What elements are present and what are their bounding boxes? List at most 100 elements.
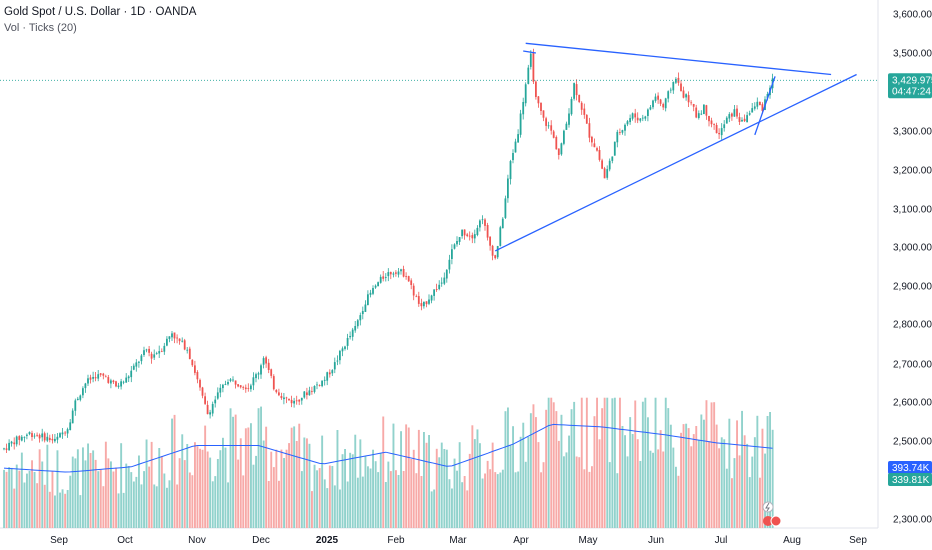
symbol-title[interactable]: Gold Spot / U.S. Dollar · 1D · OANDA bbox=[4, 6, 197, 18]
volume-bar bbox=[186, 444, 189, 528]
candle-body bbox=[448, 259, 451, 270]
volume-bar bbox=[5, 471, 8, 528]
volume-bar bbox=[107, 458, 110, 528]
volume-bar bbox=[346, 481, 349, 528]
candle-body bbox=[423, 301, 425, 307]
volume-bar bbox=[300, 471, 303, 528]
volume-bar bbox=[140, 484, 143, 528]
volume-ma-line bbox=[3, 423, 773, 473]
us-flag-event-icon-2 bbox=[770, 515, 782, 527]
candle-body bbox=[61, 432, 64, 435]
candle-body bbox=[619, 132, 621, 133]
volume-bar bbox=[270, 451, 273, 528]
last-price-value: 3,429.975 bbox=[892, 75, 932, 86]
candle-body bbox=[181, 340, 184, 342]
candle-body bbox=[692, 104, 695, 107]
candle-body bbox=[178, 338, 181, 342]
volume-bar bbox=[120, 443, 123, 528]
volume-bar bbox=[102, 486, 105, 528]
volume-bar bbox=[471, 425, 474, 528]
volume-bar bbox=[209, 457, 212, 528]
time-tick-label: Feb bbox=[387, 535, 405, 546]
volume-bar bbox=[657, 449, 660, 528]
volume-bar bbox=[542, 462, 545, 528]
volume-bar bbox=[104, 441, 107, 528]
volume-bar bbox=[535, 417, 537, 528]
candle-body bbox=[547, 125, 550, 127]
volume-bar bbox=[171, 418, 173, 528]
volume-bar bbox=[153, 484, 156, 528]
volume-bar bbox=[173, 414, 176, 528]
candle-body bbox=[659, 99, 662, 104]
volume-bar bbox=[79, 495, 82, 528]
candle-body bbox=[529, 53, 532, 67]
volume-bar bbox=[659, 430, 662, 528]
volume-bar bbox=[247, 427, 250, 528]
time-tick-label: Oct bbox=[117, 535, 133, 546]
candle-body bbox=[15, 436, 18, 445]
candle-body bbox=[387, 272, 390, 277]
volume-bar bbox=[667, 408, 670, 528]
volume-bar bbox=[125, 463, 128, 528]
volume-bars bbox=[3, 397, 774, 528]
candle-body bbox=[585, 115, 588, 124]
volume-bar bbox=[168, 480, 171, 528]
candle-body bbox=[425, 301, 428, 305]
volume-bar bbox=[425, 442, 428, 528]
candle-body bbox=[578, 94, 581, 102]
candle-body bbox=[104, 376, 107, 378]
volume-bar bbox=[736, 420, 738, 528]
volume-bar bbox=[46, 444, 49, 528]
volume-bar bbox=[560, 414, 563, 528]
volume-bar bbox=[354, 434, 357, 528]
candle-body bbox=[517, 134, 519, 143]
volume-bar bbox=[308, 443, 311, 528]
volume-bar bbox=[321, 435, 324, 528]
candle-body bbox=[130, 370, 133, 378]
volume-bar bbox=[634, 400, 637, 528]
candle-body bbox=[28, 432, 31, 435]
volume-bar bbox=[448, 479, 451, 528]
candle-body bbox=[143, 350, 145, 355]
volume-bar bbox=[713, 402, 716, 528]
volume-bar bbox=[759, 477, 761, 528]
candle-body bbox=[206, 404, 209, 415]
volume-bar bbox=[377, 472, 380, 528]
volume-bar bbox=[443, 449, 446, 528]
lower-trendline bbox=[494, 73, 857, 252]
candle-body bbox=[397, 271, 400, 275]
last-price-badge bbox=[888, 73, 932, 99]
candle-body bbox=[428, 299, 430, 304]
volume-bar bbox=[356, 477, 359, 528]
volume-bar bbox=[280, 449, 283, 528]
volume-indicator-label[interactable]: Vol · Ticks (20) bbox=[4, 22, 77, 34]
volume-bar bbox=[69, 475, 72, 528]
candle-body bbox=[565, 123, 568, 130]
volume-bar bbox=[13, 488, 16, 528]
candle-body bbox=[723, 124, 726, 129]
candle-body bbox=[675, 78, 677, 83]
volume-bar bbox=[423, 432, 425, 528]
candle-body bbox=[153, 354, 156, 358]
volume-bar bbox=[598, 439, 601, 528]
candle-body bbox=[720, 128, 723, 136]
candle-body bbox=[280, 396, 283, 399]
volume-bar bbox=[99, 469, 102, 528]
candle-body bbox=[54, 438, 56, 442]
candle-body bbox=[356, 320, 359, 327]
candle-body bbox=[456, 241, 458, 245]
volume-bar bbox=[410, 459, 413, 528]
candle-body bbox=[512, 153, 514, 161]
candle-body bbox=[756, 101, 759, 107]
volume-bar bbox=[517, 471, 520, 528]
candle-body bbox=[262, 358, 265, 365]
candle-body bbox=[703, 104, 705, 114]
candle-body bbox=[733, 109, 736, 117]
volume-bar bbox=[458, 442, 461, 528]
volume-bar bbox=[283, 458, 285, 528]
volume-bar bbox=[507, 407, 509, 528]
volume-bar bbox=[550, 397, 553, 528]
volume-bar bbox=[489, 469, 492, 528]
candle-body bbox=[463, 229, 466, 236]
